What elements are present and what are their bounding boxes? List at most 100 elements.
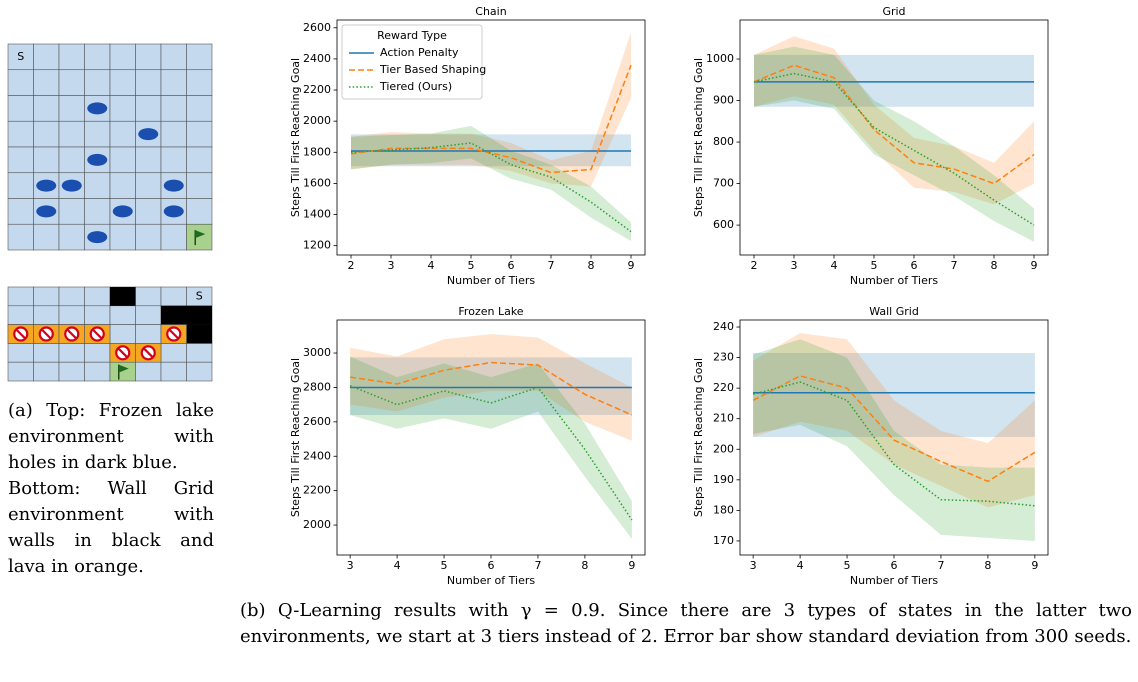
grid-cell — [58, 361, 85, 382]
lava-sign-bar — [117, 347, 129, 359]
grid-cell — [33, 43, 60, 71]
x-tick-label: 4 — [394, 559, 401, 572]
grid-cell — [33, 305, 60, 325]
hole — [36, 179, 57, 192]
y-tick-label: 210 — [713, 412, 734, 425]
grid-cell — [135, 361, 162, 382]
grid-cell — [109, 146, 136, 174]
grid-cell — [84, 198, 111, 225]
grid-cell — [109, 223, 136, 251]
axes-frame — [336, 19, 646, 256]
flag — [118, 364, 129, 373]
grid-cell — [58, 198, 85, 225]
grid-cell — [84, 172, 111, 199]
grid-cell — [160, 95, 187, 122]
grid-cell — [33, 361, 60, 382]
chart-title: Grid — [882, 5, 905, 18]
grid-cell — [135, 43, 162, 71]
error-band — [753, 333, 1035, 508]
y-axis-label: Steps Till First Reaching Goal — [289, 358, 302, 517]
chart-title: Chain — [475, 5, 506, 18]
grid-cell — [186, 172, 213, 199]
y-tick-label: 900 — [713, 94, 734, 107]
y-tick-label: 220 — [713, 381, 734, 394]
wall — [186, 324, 212, 344]
hole — [163, 179, 184, 192]
hole — [112, 205, 133, 218]
chart-title: Wall Grid — [869, 305, 919, 318]
error-band — [351, 32, 631, 187]
series-line — [349, 385, 633, 521]
grid-cell — [7, 343, 34, 363]
x-tick-label: 9 — [1031, 259, 1038, 272]
y-tick-label: 190 — [713, 473, 734, 486]
y-tick-label: 1800 — [303, 145, 331, 158]
legend-label: Tier Based Shaping — [379, 63, 486, 76]
grid-cell — [33, 146, 60, 174]
caption-a-top: (a) Top: Frozen lake environment with ho… — [8, 400, 214, 473]
x-tick-label: 5 — [441, 559, 448, 572]
y-tick-label: 2600 — [303, 415, 331, 428]
grid-cell — [135, 69, 162, 96]
series-line — [350, 361, 633, 416]
grid-cell — [135, 324, 162, 344]
x-tick-label: 5 — [468, 259, 475, 272]
legend-box — [341, 24, 483, 100]
grid-cell — [84, 361, 111, 382]
x-tick-label: 4 — [831, 259, 838, 272]
x-tick-label: 8 — [588, 259, 595, 272]
grid-cell — [109, 324, 136, 344]
grid-cell — [186, 95, 213, 122]
series-line — [350, 64, 632, 174]
grid-cell — [109, 43, 136, 71]
x-tick-label: 7 — [937, 559, 944, 572]
y-tick-label: 1600 — [303, 176, 331, 189]
wall — [161, 305, 187, 325]
lava-sign-bar — [142, 347, 154, 359]
y-tick-label: 2000 — [303, 518, 331, 531]
grid-cell — [84, 286, 111, 307]
grid-cell — [7, 120, 34, 148]
grid-cell — [33, 343, 60, 363]
x-tick-label: 6 — [891, 559, 898, 572]
x-tick-label: 8 — [984, 559, 991, 572]
x-tick-label: 6 — [911, 259, 918, 272]
y-tick-label: 2200 — [303, 83, 331, 96]
x-tick-label: 6 — [508, 259, 515, 272]
grid-cell — [135, 146, 162, 174]
x-tick-label: 7 — [951, 259, 958, 272]
start-label: S — [196, 289, 203, 302]
grid-cell — [7, 198, 34, 225]
goal-cell — [186, 223, 213, 251]
x-tick-label: 9 — [1031, 559, 1038, 572]
hole — [138, 128, 159, 141]
grid-cell — [33, 120, 60, 148]
lava-sign-bar — [168, 328, 180, 340]
grid-cell — [84, 305, 111, 325]
x-axis-label: Number of Tiers — [850, 574, 939, 587]
lava-sign-bar — [66, 328, 78, 340]
series-line — [753, 72, 1035, 226]
hole — [87, 231, 108, 244]
plot-area — [349, 334, 633, 539]
grid-cell — [160, 361, 187, 382]
grid-cell — [7, 69, 34, 96]
error-band — [754, 46, 1034, 242]
y-tick-label: 2600 — [303, 21, 331, 34]
x-axis-label: Number of Tiers — [447, 274, 536, 287]
grid-cell — [160, 120, 187, 148]
start-label: S — [17, 50, 24, 63]
grid-cell — [58, 223, 85, 251]
grid-cell — [58, 305, 85, 325]
y-axis-label: Steps Till First Reaching Goal — [289, 58, 302, 217]
y-tick-label: 700 — [713, 177, 734, 190]
grid-cell — [58, 120, 85, 148]
grid-cell — [84, 343, 111, 363]
grid-cell — [58, 146, 85, 174]
lava-sign-bar — [91, 328, 103, 340]
wall — [186, 305, 212, 325]
y-tick-label: 240 — [713, 320, 734, 333]
x-tick-label: 8 — [991, 259, 998, 272]
grid-cell — [135, 172, 162, 199]
